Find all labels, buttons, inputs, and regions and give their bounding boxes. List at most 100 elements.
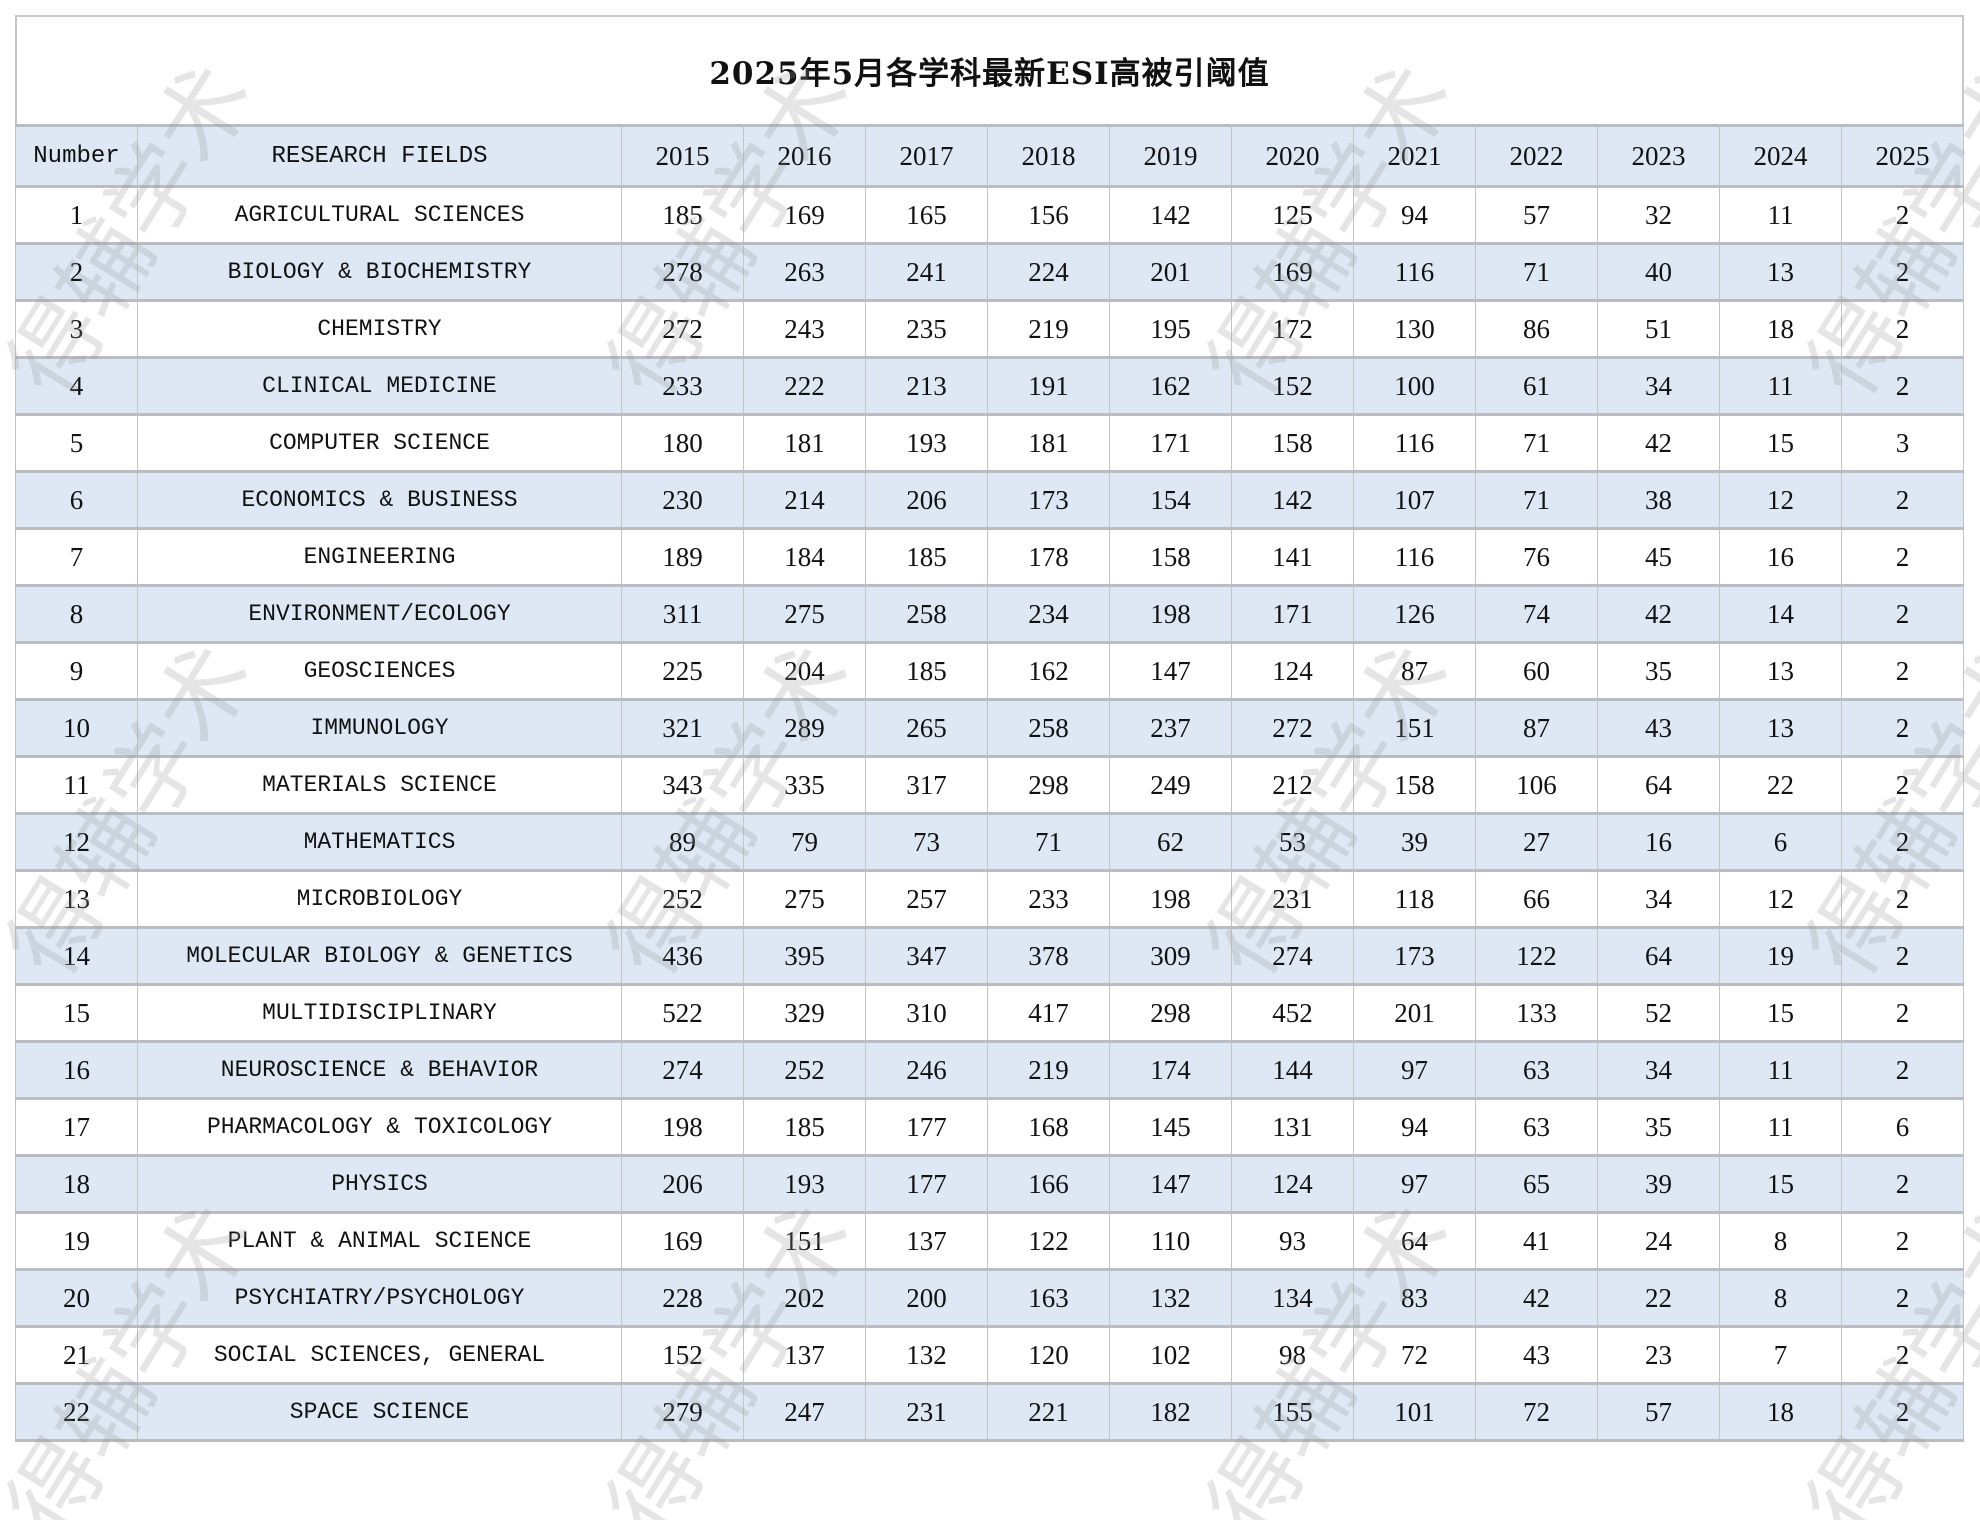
threshold-2025: 2 xyxy=(1841,1325,1964,1385)
threshold-2019: 171 xyxy=(1109,413,1232,473)
threshold-2025: 2 xyxy=(1841,926,1964,986)
threshold-2019: 102 xyxy=(1109,1325,1232,1385)
threshold-2018: 156 xyxy=(987,185,1110,245)
research-field: SOCIAL SCIENCES, GENERAL xyxy=(137,1325,622,1385)
threshold-2015: 233 xyxy=(621,356,744,416)
threshold-2022: 65 xyxy=(1475,1154,1598,1214)
header-year-2021: 2021 xyxy=(1353,124,1476,188)
threshold-2018: 417 xyxy=(987,983,1110,1043)
threshold-2015: 185 xyxy=(621,185,744,245)
threshold-2024: 22 xyxy=(1719,755,1842,815)
research-field: COMPUTER SCIENCE xyxy=(137,413,622,473)
threshold-2018: 378 xyxy=(987,926,1110,986)
threshold-2015: 311 xyxy=(621,584,744,644)
research-field: MICROBIOLOGY xyxy=(137,869,622,929)
threshold-2022: 72 xyxy=(1475,1382,1598,1442)
threshold-2017: 231 xyxy=(865,1382,988,1442)
threshold-2019: 195 xyxy=(1109,299,1232,359)
row-number: 22 xyxy=(15,1382,138,1442)
table-row: 19 PLANT & ANIMAL SCIENCE 169 151 137 122 110 9… xyxy=(15,1211,1964,1271)
threshold-2019: 198 xyxy=(1109,584,1232,644)
threshold-2015: 152 xyxy=(621,1325,744,1385)
table-row: 20 PSYCHIATRY/PSYCHOLOGY 228 202 200 163 132 13… xyxy=(15,1268,1964,1328)
threshold-2023: 16 xyxy=(1597,812,1720,872)
threshold-2017: 137 xyxy=(865,1211,988,1271)
threshold-2024: 13 xyxy=(1719,641,1842,701)
threshold-2024: 14 xyxy=(1719,584,1842,644)
threshold-2023: 39 xyxy=(1597,1154,1720,1214)
threshold-2017: 246 xyxy=(865,1040,988,1100)
row-number: 21 xyxy=(15,1325,138,1385)
threshold-2019: 158 xyxy=(1109,527,1232,587)
threshold-2025: 2 xyxy=(1841,983,1964,1043)
threshold-2024: 12 xyxy=(1719,470,1842,530)
research-field: MATERIALS SCIENCE xyxy=(137,755,622,815)
threshold-2022: 60 xyxy=(1475,641,1598,701)
threshold-2015: 279 xyxy=(621,1382,744,1442)
threshold-2018: 163 xyxy=(987,1268,1110,1328)
research-field: MOLECULAR BIOLOGY & GENETICS xyxy=(137,926,622,986)
threshold-2016: 395 xyxy=(743,926,866,986)
threshold-2021: 39 xyxy=(1353,812,1476,872)
threshold-2019: 132 xyxy=(1109,1268,1232,1328)
threshold-2018: 219 xyxy=(987,299,1110,359)
threshold-2024: 7 xyxy=(1719,1325,1842,1385)
header-year-2024: 2024 xyxy=(1719,124,1842,188)
threshold-2023: 35 xyxy=(1597,641,1720,701)
table-row: 5 COMPUTER SCIENCE 180 181 193 181 171 158 116 71… xyxy=(15,413,1964,473)
table-title: 2025年5月各学科最新ESI高被引阈值 xyxy=(15,15,1964,124)
threshold-2020: 452 xyxy=(1231,983,1354,1043)
header-year-2025: 2025 xyxy=(1841,124,1964,188)
threshold-2018: 120 xyxy=(987,1325,1110,1385)
threshold-2021: 97 xyxy=(1353,1154,1476,1214)
threshold-2020: 142 xyxy=(1231,470,1354,530)
threshold-2017: 235 xyxy=(865,299,988,359)
table-row: 8 ENVIRONMENT/ECOLOGY 311 275 258 234 198 171 12… xyxy=(15,584,1964,644)
row-number: 5 xyxy=(15,413,138,473)
threshold-2024: 18 xyxy=(1719,299,1842,359)
table-row: 13 MICROBIOLOGY 252 275 257 233 198 231 118 66 34 1… xyxy=(15,869,1964,929)
threshold-2022: 66 xyxy=(1475,869,1598,929)
row-number: 15 xyxy=(15,983,138,1043)
threshold-2025: 2 xyxy=(1841,470,1964,530)
threshold-2021: 83 xyxy=(1353,1268,1476,1328)
threshold-2025: 2 xyxy=(1841,1211,1964,1271)
threshold-2020: 124 xyxy=(1231,1154,1354,1214)
row-number: 12 xyxy=(15,812,138,872)
table-row: 7 ENGINEERING 189 184 185 178 158 141 116 76 45 16 2 xyxy=(15,527,1964,587)
threshold-2022: 133 xyxy=(1475,983,1598,1043)
threshold-2023: 23 xyxy=(1597,1325,1720,1385)
row-number: 20 xyxy=(15,1268,138,1328)
header-year-2022: 2022 xyxy=(1475,124,1598,188)
table-row: 2 BIOLOGY & BIOCHEMISTRY 278 263 241 224 201 16… xyxy=(15,242,1964,302)
threshold-2017: 165 xyxy=(865,185,988,245)
row-number: 16 xyxy=(15,1040,138,1100)
threshold-2020: 212 xyxy=(1231,755,1354,815)
threshold-2020: 169 xyxy=(1231,242,1354,302)
threshold-2020: 144 xyxy=(1231,1040,1354,1100)
research-field: GEOSCIENCES xyxy=(137,641,622,701)
threshold-2025: 3 xyxy=(1841,413,1964,473)
threshold-2021: 72 xyxy=(1353,1325,1476,1385)
threshold-2017: 317 xyxy=(865,755,988,815)
threshold-2025: 2 xyxy=(1841,641,1964,701)
threshold-2018: 173 xyxy=(987,470,1110,530)
threshold-2023: 38 xyxy=(1597,470,1720,530)
table-row: 11 MATERIALS SCIENCE 343 335 317 298 249 212 158… xyxy=(15,755,1964,815)
threshold-2020: 231 xyxy=(1231,869,1354,929)
threshold-2024: 12 xyxy=(1719,869,1842,929)
threshold-2018: 162 xyxy=(987,641,1110,701)
threshold-2019: 237 xyxy=(1109,698,1232,758)
threshold-2025: 2 xyxy=(1841,299,1964,359)
threshold-2016: 275 xyxy=(743,584,866,644)
threshold-2019: 174 xyxy=(1109,1040,1232,1100)
header-year-2020: 2020 xyxy=(1231,124,1354,188)
row-number: 10 xyxy=(15,698,138,758)
table-row: 3 CHEMISTRY 272 243 235 219 195 172 130 86 51 18 2 xyxy=(15,299,1964,359)
threshold-2017: 177 xyxy=(865,1154,988,1214)
threshold-2023: 42 xyxy=(1597,413,1720,473)
threshold-2018: 122 xyxy=(987,1211,1110,1271)
threshold-2019: 147 xyxy=(1109,641,1232,701)
threshold-2015: 278 xyxy=(621,242,744,302)
threshold-2022: 71 xyxy=(1475,413,1598,473)
